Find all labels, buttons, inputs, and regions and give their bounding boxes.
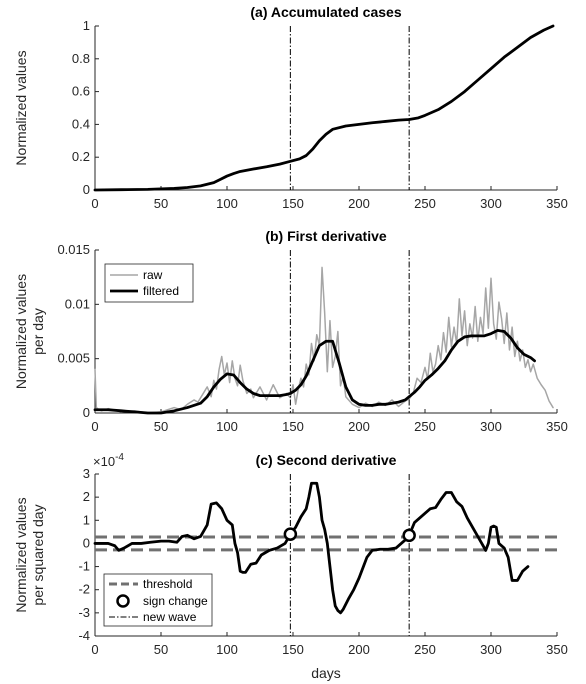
legend: raw filtered — [104, 263, 194, 303]
panel-3: 0 50 100 150 200 250 300 350 -4 -3 -2 -1 0 1 2 3 (c) Sec… — [13, 452, 568, 681]
legend-label: sign change — [143, 594, 208, 608]
series-line — [93, 481, 530, 615]
y-axis-label: per day — [30, 308, 46, 355]
y-axis-label: Normalized values — [13, 50, 29, 165]
x-tick-label: 100 — [216, 642, 238, 657]
x-tick-label: 200 — [348, 196, 370, 211]
exponent-label: ×10-4 — [93, 452, 124, 469]
x-tick-label: 50 — [154, 196, 168, 211]
panel-1: 0 50 100 150 200 250 300 350 0 0.2 0.4 0.6 0.8 1 (a) A… — [13, 4, 568, 211]
y-tick-label: 0.015 — [57, 242, 90, 257]
filtered-series-line — [93, 329, 536, 415]
y-tick-label: 2 — [83, 489, 90, 504]
y-tick-label: 1 — [83, 18, 90, 33]
x-tick-label: 250 — [414, 196, 436, 211]
x-tick-label: 200 — [348, 642, 370, 657]
legend: threshold sign change new wave — [103, 573, 213, 627]
x-tick-label: 200 — [348, 419, 370, 434]
x-tick-label: 50 — [154, 642, 168, 657]
panel-title: (c) Second derivative — [256, 452, 397, 468]
x-tick-label: 350 — [546, 419, 568, 434]
x-tick-label: 350 — [546, 642, 568, 657]
y-tick-label: 0.4 — [72, 116, 90, 131]
x-tick-label: 250 — [414, 642, 436, 657]
x-tick-label: 150 — [282, 642, 304, 657]
y-axis-label: per squared day — [30, 504, 46, 605]
y-tick-label: 3 — [83, 466, 90, 481]
sign-change-marker — [402, 528, 416, 543]
y-tick-label: 0.6 — [72, 84, 90, 99]
x-tick-label: 0 — [91, 642, 98, 657]
y-tick-label: 0 — [83, 405, 90, 420]
x-tick-label: 150 — [282, 419, 304, 434]
x-tick-label: 350 — [546, 196, 568, 211]
panel-2: 0 50 100 150 200 250 300 350 0 0.005 0.01 0.015 (b) … — [13, 228, 568, 434]
panel-title: (a) Accumulated cases — [250, 4, 401, 20]
y-tick-label: 0 — [83, 182, 90, 197]
y-tick-label: -1 — [78, 559, 90, 574]
x-tick-label: 300 — [480, 196, 502, 211]
y-tick-label: 0.8 — [72, 51, 90, 66]
x-tick-label: 100 — [216, 196, 238, 211]
raw-series-line — [94, 266, 554, 414]
y-tick-label: -2 — [78, 582, 90, 597]
legend-label: threshold — [143, 577, 192, 591]
sign-change-marker — [283, 527, 298, 541]
legend-box — [104, 263, 194, 303]
x-tick-label: 250 — [414, 419, 436, 434]
x-tick-label: 50 — [154, 419, 168, 434]
x-tick-label: 300 — [480, 419, 502, 434]
y-axis-label: Normalized values — [13, 497, 29, 612]
y-tick-label: 0 — [83, 535, 90, 550]
x-tick-label: 300 — [480, 642, 502, 657]
x-axis-label: days — [311, 665, 341, 681]
x-tick-label: 0 — [91, 196, 98, 211]
y-tick-label: -3 — [78, 605, 90, 620]
y-tick-label: 0.005 — [57, 351, 90, 366]
y-tick-label: -4 — [78, 628, 90, 643]
y-tick-label: 0.01 — [65, 296, 90, 311]
panel-title: (b) First derivative — [265, 228, 387, 244]
x-tick-label: 150 — [282, 196, 304, 211]
legend-label: new wave — [143, 610, 197, 624]
legend-label: filtered — [143, 284, 179, 298]
legend-label: raw — [143, 268, 163, 282]
legend-swatch-sign-change — [116, 594, 130, 608]
y-tick-label: 0.2 — [72, 149, 90, 164]
x-tick-label: 100 — [216, 419, 238, 434]
y-tick-label: 1 — [83, 512, 90, 527]
x-tick-label: 0 — [91, 419, 98, 434]
series-line — [93, 24, 555, 192]
y-axis-label: Normalized values — [13, 274, 29, 389]
